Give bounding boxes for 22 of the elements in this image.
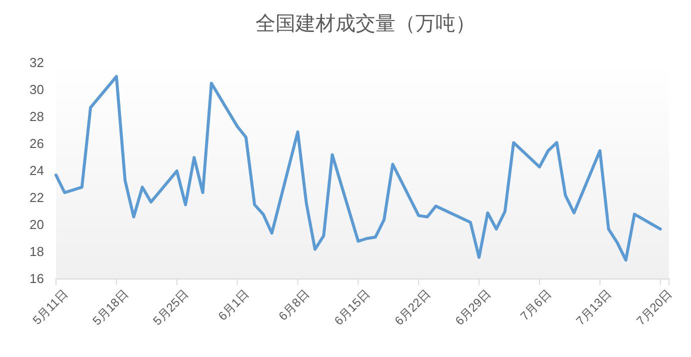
y-tick-label: 22 [30,190,44,206]
y-tick-label: 32 [30,55,44,70]
x-tick-label: 6月1日 [215,286,252,324]
y-tick-label: 20 [30,217,44,232]
line-series [54,75,662,262]
x-tick-label: 6月29日 [452,286,494,328]
y-tick-label: 24 [30,163,44,178]
x-tick-label: 6月22日 [392,286,434,328]
y-tick-label: 30 [30,82,44,98]
x-tick-label: 5月11日 [30,286,70,328]
x-tick-label: 7月20日 [634,286,675,328]
chart-title: 全国建材成交量（万吨） [256,11,476,35]
y-tick-label: 28 [30,109,44,124]
x-tick-label: 5月18日 [90,286,131,328]
x-tick-label: 5月25日 [150,286,192,328]
x-tick-label: 6月8日 [276,286,312,324]
y-tick-label: 26 [30,136,44,152]
x-tick-label: 7月6日 [518,286,554,324]
y-tick-label: 16 [30,271,44,286]
y-tick-label: 18 [30,244,44,260]
x-tick-label: 6月15日 [332,286,373,328]
x-tick-label: 7月13日 [573,286,614,328]
